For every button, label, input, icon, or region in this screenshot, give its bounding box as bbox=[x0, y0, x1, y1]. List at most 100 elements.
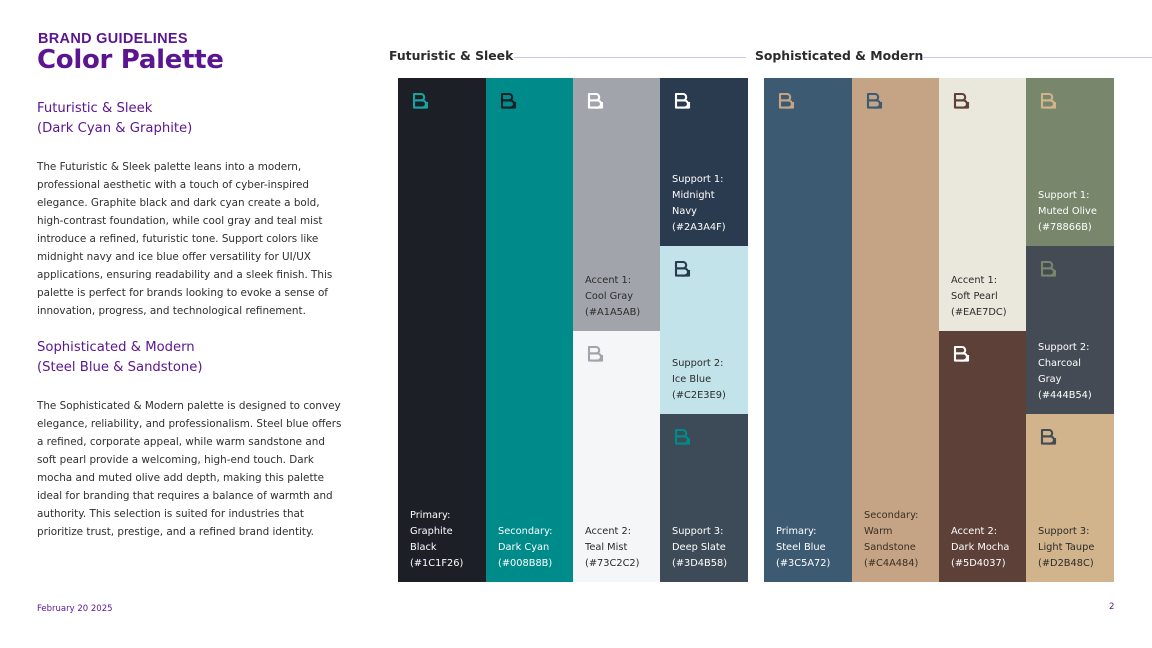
brand-mark-icon bbox=[1040, 92, 1057, 109]
swatch-role: Accent 2: bbox=[951, 526, 998, 537]
brand-mark-icon bbox=[412, 92, 429, 109]
swatch-label: Support 3: Light Taupe (#D2B48C) bbox=[1038, 524, 1108, 572]
swatch-name: Deep Slate bbox=[672, 542, 726, 553]
palette-group-2-title: Sophisticated & Modern bbox=[755, 48, 924, 63]
swatch-hex: (#73C2C2) bbox=[585, 558, 640, 569]
color-swatch-deep-slate: Support 3: Deep Slate (#3D4B58) bbox=[660, 414, 748, 582]
swatch-label: Accent 2: Dark Mocha (#5D4037) bbox=[951, 524, 1021, 572]
color-swatch-soft-pearl: Accent 1: Soft Pearl (#EAE7DC) bbox=[939, 78, 1027, 331]
swatch-hex: (#008B8B) bbox=[498, 558, 553, 569]
swatch-hex: (#2A3A4F) bbox=[672, 222, 726, 233]
color-swatch-steel-blue: Primary: Steel Blue (#3C5A72) bbox=[764, 78, 852, 582]
swatch-label: Primary: Steel Blue (#3C5A72) bbox=[776, 524, 846, 572]
swatch-role: Accent 1: bbox=[585, 275, 632, 286]
palette-column: Support 1: Midnight Navy (#2A3A4F) Suppo… bbox=[660, 78, 748, 582]
section-1-title: Futuristic & Sleek bbox=[37, 101, 153, 116]
swatch-name: Light Taupe bbox=[1038, 542, 1095, 553]
color-swatch-ice-blue: Support 2: Ice Blue (#C2E3E9) bbox=[660, 246, 748, 414]
swatch-label: Support 3: Deep Slate (#3D4B58) bbox=[672, 524, 742, 572]
brand-mark-icon bbox=[953, 345, 970, 362]
swatch-role: Support 1: bbox=[672, 174, 724, 185]
swatch-label: Accent 2: Teal Mist (#73C2C2) bbox=[585, 524, 655, 572]
swatch-label: Primary: Graphite Black (#1C1F26) bbox=[410, 508, 480, 572]
section-2-subtitle: (Steel Blue & Sandstone) bbox=[37, 360, 203, 375]
swatch-role: Secondary: bbox=[864, 510, 919, 521]
palette-sophisticated-modern: Primary: Steel Blue (#3C5A72) Secondary:… bbox=[764, 78, 1114, 582]
swatch-hex: (#3D4B58) bbox=[672, 558, 728, 569]
color-swatch-light-taupe: Support 3: Light Taupe (#D2B48C) bbox=[1026, 414, 1114, 582]
swatch-role: Support 3: bbox=[672, 526, 724, 537]
section-1-subtitle: (Dark Cyan & Graphite) bbox=[37, 121, 193, 136]
swatch-hex: (#78866B) bbox=[1038, 222, 1092, 233]
swatch-label: Support 2: Ice Blue (#C2E3E9) bbox=[672, 356, 742, 404]
swatch-role: Accent 2: bbox=[585, 526, 632, 537]
brand-mark-icon bbox=[1040, 260, 1057, 277]
swatch-label: Support 1: Muted Olive (#78866B) bbox=[1038, 188, 1108, 236]
color-swatch-cool-gray: Accent 1: Cool Gray (#A1A5AB) bbox=[573, 78, 661, 331]
palette-column: Accent 1: Soft Pearl (#EAE7DC) Accent 2:… bbox=[939, 78, 1027, 582]
palette-divider-line bbox=[514, 57, 746, 58]
section-2-title: Sophisticated & Modern bbox=[37, 340, 195, 355]
brand-mark-icon bbox=[674, 428, 691, 445]
swatch-name: Steel Blue bbox=[776, 542, 826, 553]
color-swatch-teal-mist: Accent 2: Teal Mist (#73C2C2) bbox=[573, 331, 661, 582]
color-swatch-charcoal-gray: Support 2: Charcoal Gray (#444B54) bbox=[1026, 246, 1114, 414]
swatch-name: Charcoal bbox=[1038, 358, 1081, 369]
swatch-role: Accent 1: bbox=[951, 275, 998, 286]
section-2-heading: Sophisticated & Modern (Steel Blue & San… bbox=[37, 338, 203, 378]
swatch-label: Accent 1: Soft Pearl (#EAE7DC) bbox=[951, 273, 1021, 321]
swatch-hex: (#D2B48C) bbox=[1038, 558, 1094, 569]
brand-mark-icon bbox=[866, 92, 883, 109]
palette-column: Primary: Graphite Black (#1C1F26) bbox=[398, 78, 486, 582]
swatch-role: Support 1: bbox=[1038, 190, 1090, 201]
swatch-name: Graphite bbox=[410, 526, 453, 537]
swatch-role: Primary: bbox=[776, 526, 817, 537]
swatch-role: Support 2: bbox=[1038, 342, 1090, 353]
swatch-name: Muted Olive bbox=[1038, 206, 1097, 217]
page-number: 2 bbox=[1109, 602, 1115, 612]
section-2-body: The Sophisticated & Modern palette is de… bbox=[37, 400, 342, 538]
color-swatch-dark-mocha: Accent 2: Dark Mocha (#5D4037) bbox=[939, 331, 1027, 582]
swatch-role: Support 3: bbox=[1038, 526, 1090, 537]
swatch-name: Soft Pearl bbox=[951, 291, 998, 302]
palette-futuristic-sleek: Primary: Graphite Black (#1C1F26) Second… bbox=[398, 78, 748, 582]
swatch-name: Sandstone bbox=[864, 542, 916, 553]
swatch-label: Support 1: Midnight Navy (#2A3A4F) bbox=[672, 172, 742, 236]
swatch-hex: (#C2E3E9) bbox=[672, 390, 726, 401]
swatch-name: Warm bbox=[864, 526, 893, 537]
swatch-label: Support 2: Charcoal Gray (#444B54) bbox=[1038, 340, 1108, 404]
swatch-hex: (#3C5A72) bbox=[776, 558, 831, 569]
swatch-label: Secondary: Dark Cyan (#008B8B) bbox=[498, 524, 568, 572]
footer-date: February 20 2025 bbox=[37, 604, 113, 614]
swatch-name: Midnight bbox=[672, 190, 715, 201]
palette-column: Secondary: Warm Sandstone (#C4A484) bbox=[852, 78, 940, 582]
palette-divider-line bbox=[922, 57, 1152, 58]
color-swatch-graphite-black: Primary: Graphite Black (#1C1F26) bbox=[398, 78, 486, 582]
swatch-hex: (#5D4037) bbox=[951, 558, 1006, 569]
swatch-hex: (#EAE7DC) bbox=[951, 307, 1007, 318]
swatch-role: Secondary: bbox=[498, 526, 553, 537]
swatch-hex: (#A1A5AB) bbox=[585, 307, 641, 318]
palette-column: Accent 1: Cool Gray (#A1A5AB) Accent 2: … bbox=[573, 78, 661, 582]
swatch-hex: (#444B54) bbox=[1038, 390, 1092, 401]
palette-column: Primary: Steel Blue (#3C5A72) bbox=[764, 78, 852, 582]
swatch-name: Cool Gray bbox=[585, 291, 634, 302]
swatch-name: Navy bbox=[672, 206, 697, 217]
section-1-heading: Futuristic & Sleek (Dark Cyan & Graphite… bbox=[37, 99, 192, 139]
color-swatch-dark-cyan: Secondary: Dark Cyan (#008B8B) bbox=[486, 78, 574, 582]
color-swatch-muted-olive: Support 1: Muted Olive (#78866B) bbox=[1026, 78, 1114, 246]
swatch-name: Teal Mist bbox=[585, 542, 628, 553]
swatch-name: Dark Cyan bbox=[498, 542, 550, 553]
swatch-name: Black bbox=[410, 542, 437, 553]
swatch-role: Support 2: bbox=[672, 358, 724, 369]
brand-mark-icon bbox=[1040, 428, 1057, 445]
brand-mark-icon bbox=[500, 92, 517, 109]
brand-mark-icon bbox=[587, 345, 604, 362]
page-title: Color Palette bbox=[37, 45, 224, 75]
swatch-name: Gray bbox=[1038, 374, 1062, 385]
swatch-label: Accent 1: Cool Gray (#A1A5AB) bbox=[585, 273, 655, 321]
brand-mark-icon bbox=[674, 260, 691, 277]
swatch-hex: (#1C1F26) bbox=[410, 558, 464, 569]
swatch-hex: (#C4A484) bbox=[864, 558, 919, 569]
palette-column: Secondary: Dark Cyan (#008B8B) bbox=[486, 78, 574, 582]
